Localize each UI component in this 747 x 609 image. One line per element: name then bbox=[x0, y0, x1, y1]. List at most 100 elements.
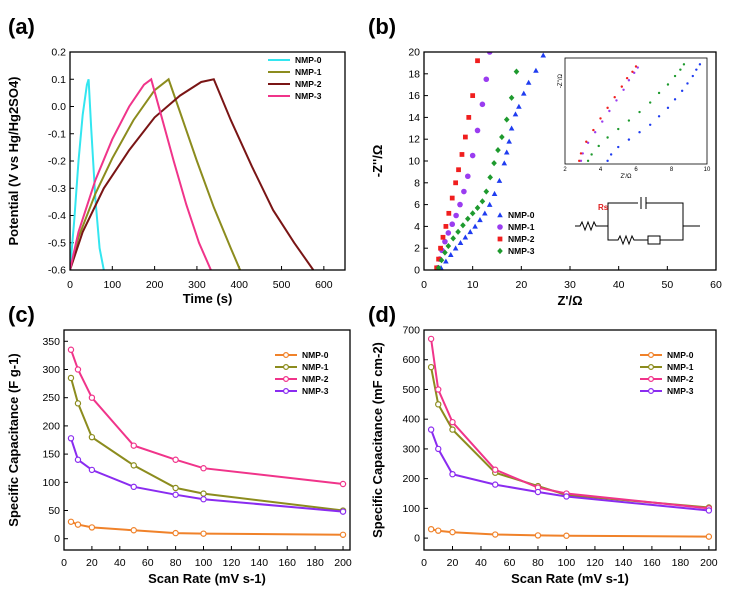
inset-point bbox=[586, 141, 590, 144]
x-tick-label: 40 bbox=[613, 279, 625, 291]
y-tick-label: 0 bbox=[414, 265, 420, 277]
inset-point bbox=[620, 85, 623, 88]
circuit-label-rs: Rs bbox=[598, 203, 609, 212]
inset-point bbox=[695, 68, 698, 71]
x-tick-label: 400 bbox=[230, 279, 248, 291]
data-point bbox=[130, 527, 137, 534]
data-point bbox=[172, 456, 179, 463]
data-point bbox=[427, 335, 435, 343]
legend-label: NMP-1 bbox=[302, 362, 329, 372]
data-point bbox=[339, 480, 347, 488]
x-tick-label: 200 bbox=[146, 279, 164, 291]
x-tick-label: 100 bbox=[195, 557, 213, 569]
inset-point bbox=[579, 159, 583, 163]
legend-marker bbox=[283, 376, 290, 383]
legend-label: NMP-0 bbox=[302, 350, 329, 360]
data-point bbox=[446, 210, 452, 216]
inset-point bbox=[606, 106, 609, 110]
data-point bbox=[443, 258, 449, 264]
plot-frame bbox=[423, 51, 717, 271]
legend-label: NMP-3 bbox=[295, 91, 322, 101]
y-tick-label: 6 bbox=[414, 199, 420, 211]
data-point bbox=[513, 68, 520, 75]
data-point bbox=[475, 58, 480, 64]
y-tick-label: 100 bbox=[402, 503, 420, 515]
data-point bbox=[483, 76, 490, 83]
y-axis-title: -Z''/Ω bbox=[370, 145, 385, 178]
data-point bbox=[200, 490, 207, 497]
y-tick-label: 500 bbox=[402, 384, 420, 396]
y-tick-label: 350 bbox=[42, 336, 60, 348]
y-tick-label: 700 bbox=[402, 325, 420, 337]
data-point bbox=[501, 160, 508, 166]
data-point bbox=[495, 147, 501, 154]
x-tick-label: 80 bbox=[532, 557, 544, 569]
legend-label: NMP-1 bbox=[667, 362, 694, 372]
x-tick-label: 300 bbox=[188, 279, 206, 291]
inset-point bbox=[609, 153, 613, 156]
y-tick-label: 18 bbox=[408, 68, 420, 80]
x-tick-label: 60 bbox=[710, 279, 722, 291]
data-point bbox=[74, 400, 82, 407]
data-point bbox=[435, 264, 442, 270]
data-point bbox=[705, 507, 713, 514]
data-point bbox=[540, 52, 547, 58]
series-line-nmp-3 bbox=[70, 77, 212, 270]
legend-label: NMP-3 bbox=[302, 386, 329, 396]
data-point bbox=[492, 466, 499, 473]
data-point bbox=[491, 190, 498, 196]
y-tick-label: -0.5 bbox=[48, 237, 66, 249]
equivalent-circuit bbox=[575, 197, 700, 246]
data-point bbox=[130, 483, 137, 491]
y-tick-label: 200 bbox=[402, 473, 420, 485]
x-tick-label: 20 bbox=[515, 279, 527, 291]
inset-point bbox=[581, 152, 584, 155]
inset-x-tick-label: 8 bbox=[670, 167, 674, 173]
data-point bbox=[130, 442, 137, 449]
data-point bbox=[88, 394, 96, 401]
x-tick-label: 160 bbox=[278, 557, 296, 569]
inset-x-tick-label: 10 bbox=[704, 167, 711, 173]
x-tick-label: 40 bbox=[475, 557, 487, 569]
data-point bbox=[88, 466, 96, 474]
y-tick-label: 14 bbox=[408, 112, 420, 124]
data-point bbox=[486, 201, 493, 207]
x-tick-label: 200 bbox=[700, 557, 718, 569]
inset-point bbox=[649, 101, 652, 104]
inset-point bbox=[585, 140, 588, 143]
data-point bbox=[483, 188, 490, 195]
y-tick-label: 16 bbox=[408, 90, 420, 102]
x-tick-label: 100 bbox=[558, 557, 576, 569]
legend-marker bbox=[647, 364, 654, 371]
legend-label: NMP-2 bbox=[508, 234, 535, 244]
inset-point bbox=[597, 144, 600, 148]
data-point bbox=[469, 210, 476, 217]
data-point bbox=[459, 152, 465, 157]
series-line-nmp-0 bbox=[70, 520, 344, 536]
series-line-nmp-3 bbox=[70, 437, 344, 513]
panel-label: (a) bbox=[8, 14, 35, 39]
data-point bbox=[200, 496, 207, 503]
inset-point bbox=[649, 123, 652, 126]
data-point bbox=[440, 234, 446, 240]
inset-point bbox=[686, 82, 689, 85]
data-point bbox=[445, 242, 452, 250]
y-tick-label: 400 bbox=[402, 414, 420, 426]
inset-point bbox=[579, 152, 583, 155]
x-axis-title: Time (s) bbox=[183, 291, 233, 306]
data-point bbox=[503, 116, 510, 123]
data-point bbox=[452, 245, 459, 251]
data-point bbox=[449, 470, 456, 478]
inset-point bbox=[578, 159, 581, 163]
data-point bbox=[477, 217, 483, 223]
data-point bbox=[457, 201, 463, 208]
y-tick-label: 50 bbox=[48, 505, 60, 517]
inset-point bbox=[617, 145, 620, 149]
data-point bbox=[447, 251, 454, 257]
data-point bbox=[466, 115, 472, 120]
plot-frame bbox=[63, 329, 351, 551]
x-tick-label: 40 bbox=[114, 557, 126, 569]
x-tick-label: 200 bbox=[334, 557, 352, 569]
inset-x-title: Z'/Ω bbox=[621, 174, 632, 180]
